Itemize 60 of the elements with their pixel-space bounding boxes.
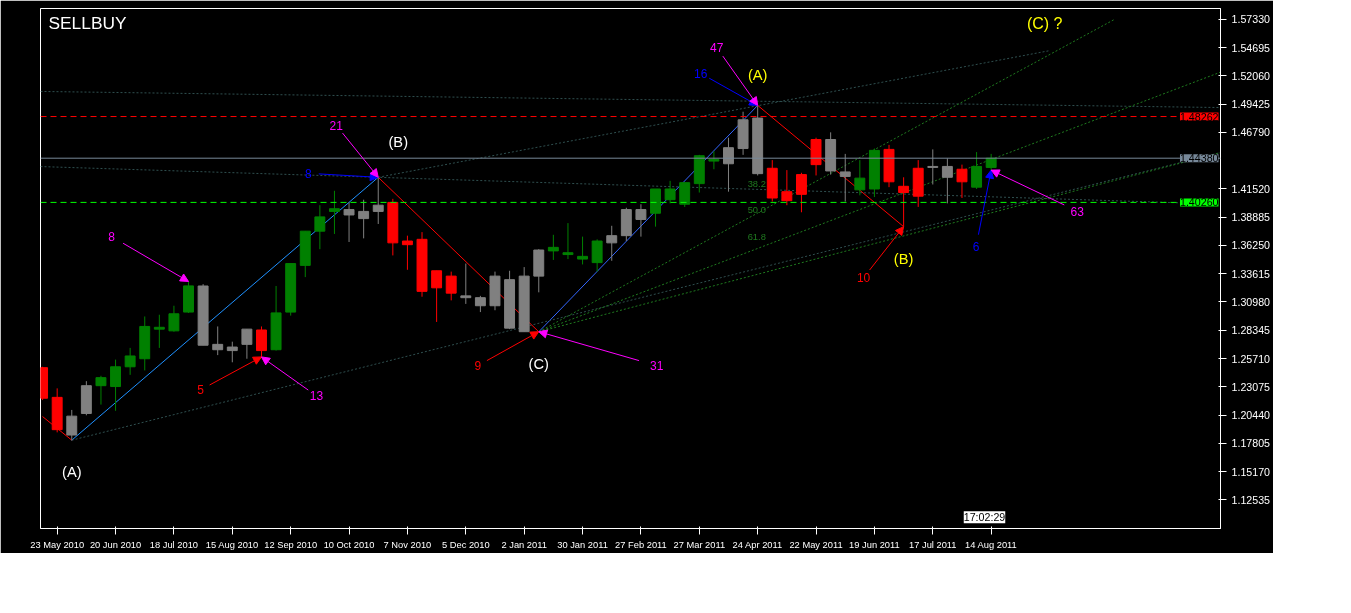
x-tick-label: 20 Jun 2010	[89, 539, 142, 550]
annotation: 9	[474, 359, 482, 374]
annotation: (B)	[388, 134, 409, 151]
annotation: (C)	[528, 355, 549, 372]
y-tick-label: 1.15170	[1231, 465, 1271, 478]
ref-line-label: 1.44380	[1179, 152, 1219, 165]
y-tick-label: 1.17805	[1231, 437, 1271, 450]
x-tick-label: 15 Aug 2010	[205, 539, 259, 550]
x-tick-label: 10 Oct 2010	[323, 539, 375, 550]
annotation: (B)	[893, 250, 914, 267]
x-tick-label: 24 Apr 2011	[732, 539, 783, 550]
x-tick-label: 30 Jan 2011	[557, 539, 608, 550]
annotation: 31	[650, 359, 664, 374]
y-tick-label: 1.30980	[1231, 295, 1271, 308]
x-tick-label: 2 Jan 2011	[501, 539, 547, 550]
y-tick-label: 1.38885	[1231, 211, 1271, 224]
y-tick-label: 1.41520	[1231, 182, 1271, 195]
annotation: 63	[1070, 204, 1085, 219]
annotation: (A)	[62, 464, 82, 481]
y-tick-label: 1.57330	[1231, 13, 1271, 26]
annotation: 21	[329, 118, 344, 133]
y-tick-label: 1.20440	[1231, 409, 1271, 422]
y-tick-label: 1.49425	[1231, 98, 1271, 111]
y-tick-label: 1.36250	[1231, 239, 1271, 252]
ref-line-label: 1.48262	[1179, 110, 1219, 123]
y-tick-label: 1.28345	[1231, 324, 1271, 337]
x-tick-label: 14 Aug 2011	[965, 539, 1017, 550]
y-tick-label: 1.46790	[1231, 126, 1271, 139]
annotation: 50.0	[747, 205, 766, 216]
x-tick-label: 7 Nov 2010	[383, 539, 432, 550]
annotation: 17:02:29	[963, 511, 1006, 524]
x-tick-label: 27 Feb 2011	[615, 539, 667, 550]
x-tick-label: 22 May 2011	[789, 539, 843, 550]
annotation: 5	[197, 383, 205, 398]
x-tick-label: 27 Mar 2011	[673, 539, 726, 550]
annotation: 8	[108, 229, 116, 244]
y-tick-label: 1.33615	[1231, 267, 1271, 280]
annotation: 61.8	[747, 232, 766, 243]
annotation: 6	[972, 239, 980, 254]
annotation: 47	[710, 40, 724, 55]
chart-title: SELLBUY	[48, 12, 127, 33]
y-tick-label: 1.23075	[1231, 380, 1271, 393]
x-tick-label: 17 Jul 2011	[909, 539, 957, 550]
annotation: 38.2	[747, 179, 766, 190]
y-tick-label: 1.54695	[1231, 41, 1271, 54]
x-tick-label: 5 Dec 2010	[441, 539, 490, 550]
annotation: 10	[856, 271, 871, 286]
annotation: 8	[304, 166, 312, 181]
x-tick-label: 19 Jun 2011	[849, 539, 900, 550]
annotation: 13	[309, 389, 324, 404]
x-tick-label: 23 May 2010	[30, 539, 85, 550]
x-tick-label: 12 Sep 2010	[264, 539, 318, 550]
ref-line-label: 1.40260	[1179, 196, 1219, 209]
annotation: (A)	[747, 67, 768, 84]
y-tick-label: 1.25710	[1231, 352, 1271, 365]
x-tick-label: 18 Jul 2010	[149, 539, 199, 550]
y-tick-label: 1.12535	[1231, 493, 1271, 506]
y-tick-label: 1.52060	[1231, 69, 1271, 82]
annotation: (C) ?	[1026, 14, 1063, 32]
annotation: 16	[694, 66, 708, 81]
